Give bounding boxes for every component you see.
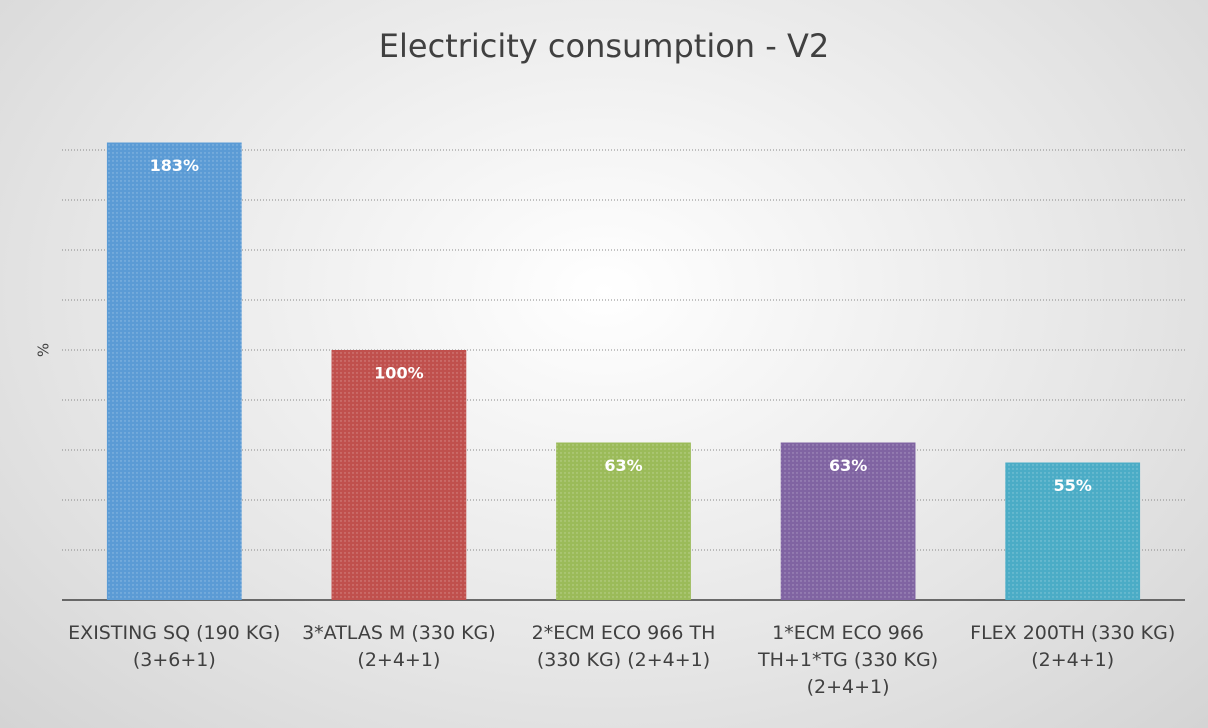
data-label: 63% <box>604 456 642 475</box>
chart-title: Electricity consumption - V2 <box>379 27 829 65</box>
data-label: 55% <box>1054 476 1092 495</box>
x-tick-label: 3*ATLAS M (330 KG) (2+4+1) <box>302 622 496 671</box>
x-tick-label: FLEX 200TH (330 KG) (2+4+1) <box>970 622 1176 671</box>
x-tick-label: 1*ECM ECO 966 TH+1*TG (330 KG) (2+4+1) <box>758 622 939 698</box>
data-label: 100% <box>374 364 423 383</box>
bar-texture <box>780 442 916 600</box>
bar-texture <box>1005 462 1141 600</box>
x-tick-label: EXISTING SQ (190 KG) (3+6+1) <box>68 622 281 671</box>
bar-texture <box>556 442 691 600</box>
data-label: 183% <box>150 156 199 175</box>
bar-texture <box>331 350 467 600</box>
y-axis-label: % <box>35 343 53 357</box>
data-label: 63% <box>829 456 867 475</box>
bar-texture <box>106 142 242 600</box>
x-tick-label: 2*ECM ECO 966 TH (330 KG) (2+4+1) <box>531 622 716 671</box>
